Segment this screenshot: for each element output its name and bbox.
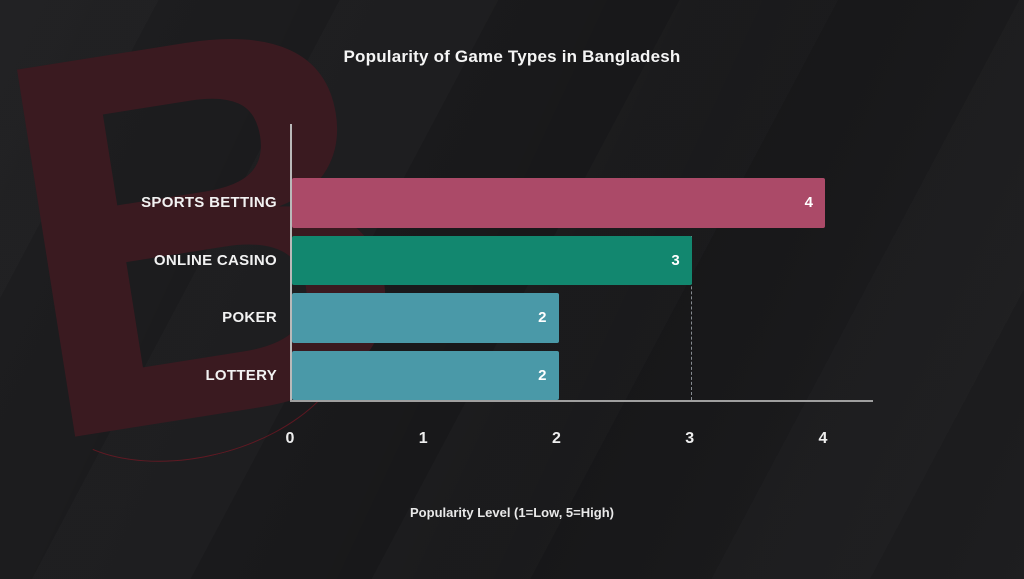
bar: 2: [292, 293, 559, 343]
bar-value-label: 3: [671, 251, 680, 269]
bar: 3: [292, 235, 692, 285]
x-axis-line: [290, 400, 873, 402]
bar-value-label: 2: [538, 309, 547, 327]
x-axis-title: Popularity Level (1=Low, 5=High): [410, 505, 614, 520]
bar: 4: [292, 178, 825, 228]
x-tick-label: 3: [685, 430, 695, 447]
category-label: SPORTS BETTING: [141, 194, 277, 211]
x-tick-label: 4: [818, 430, 828, 447]
category-label: ONLINE CASINO: [153, 251, 277, 269]
reference-line-dashed: [691, 236, 692, 400]
x-tick-label: 0: [285, 430, 295, 447]
chart-title: Popularity of Game Types in Bangladesh: [343, 47, 681, 66]
category-label: POKER: [222, 309, 277, 326]
x-tick-label: 1: [418, 430, 428, 447]
category-label: LOTTERY: [205, 366, 277, 384]
bar: 2: [292, 350, 559, 400]
bar-value-label: 4: [804, 194, 813, 212]
x-tick-label: 2: [552, 430, 561, 447]
bar-value-label: 2: [538, 366, 547, 384]
y-axis-line: [290, 124, 292, 401]
